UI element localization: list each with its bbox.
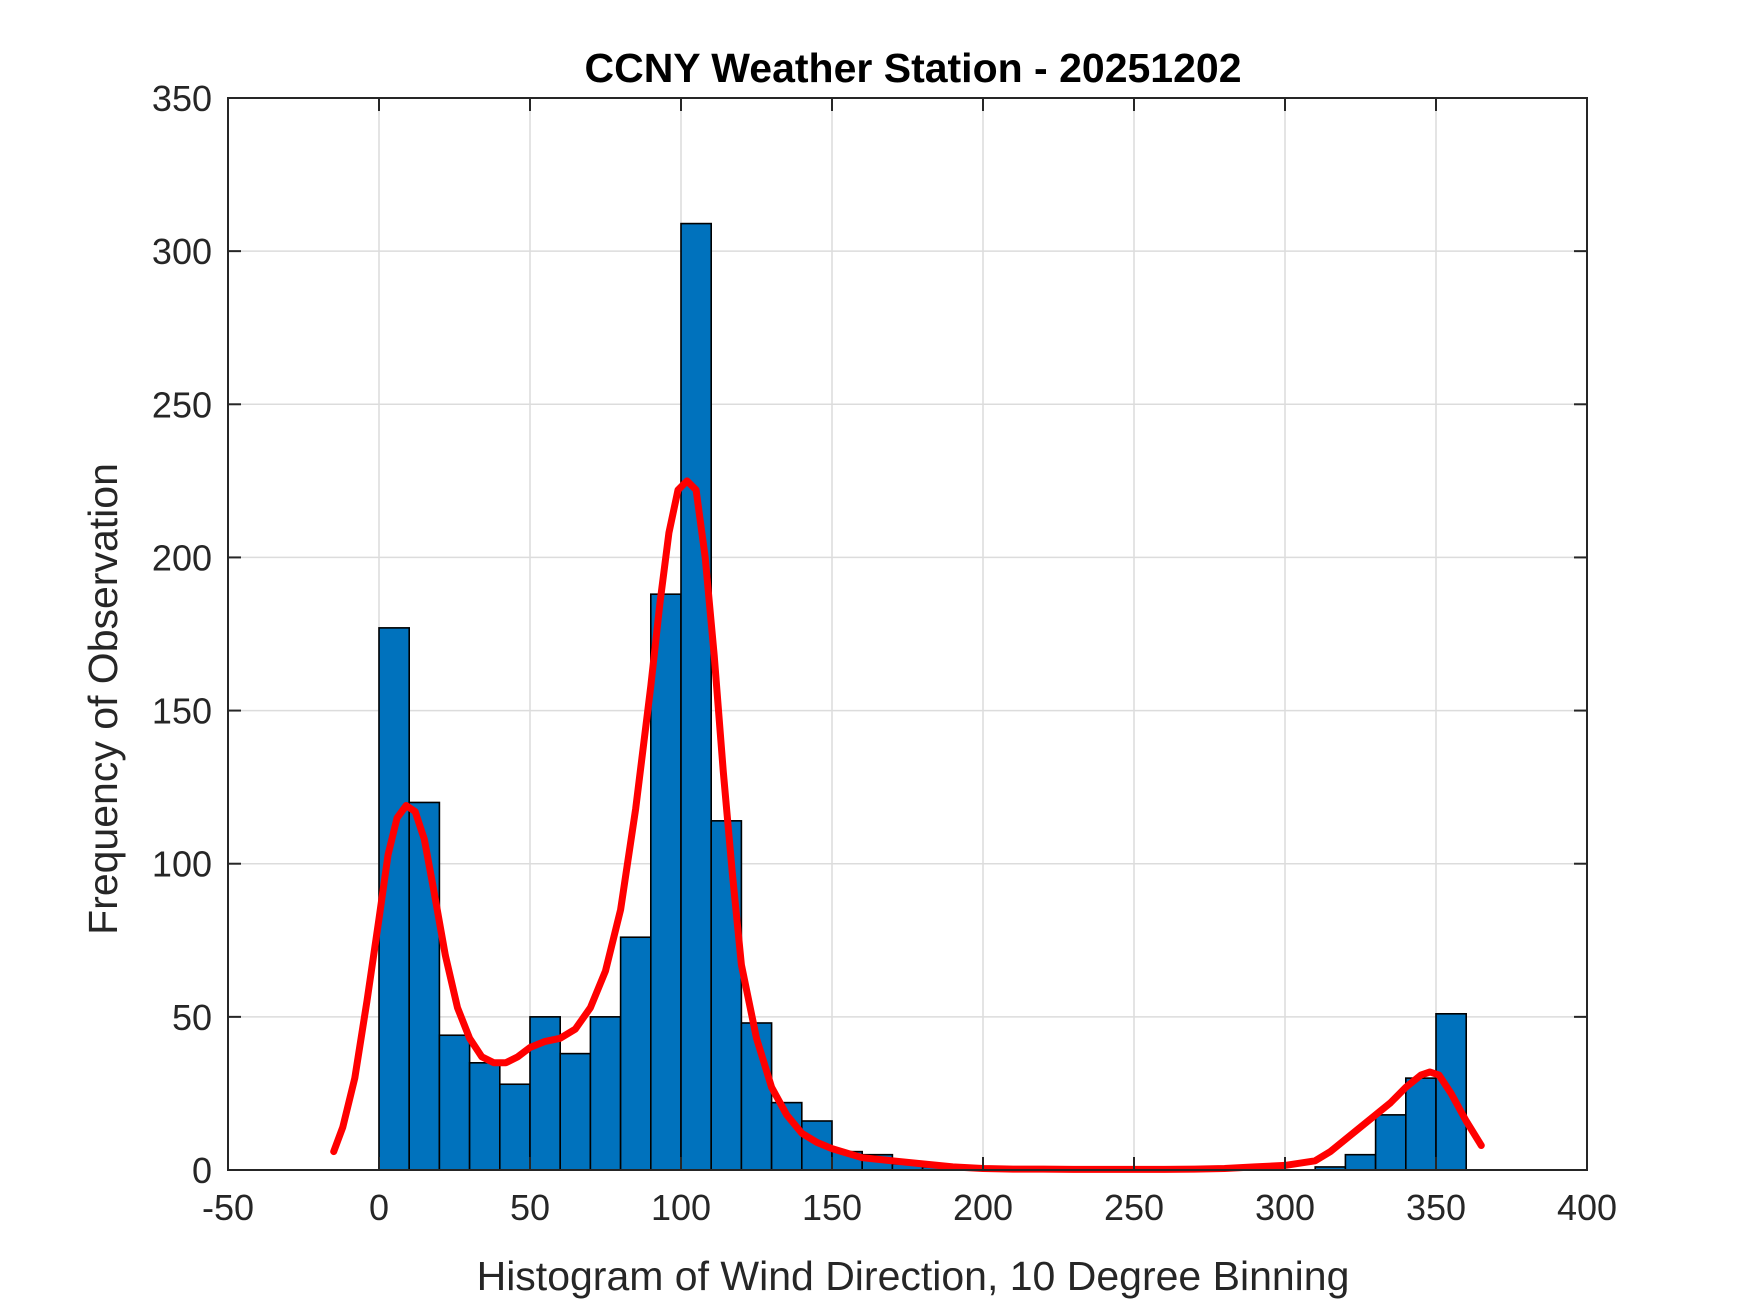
x-tick-label: -50 <box>202 1187 254 1228</box>
y-tick-label: 150 <box>152 691 212 732</box>
histogram-bar <box>649 593 682 1171</box>
density-fit-line <box>330 477 1485 1173</box>
y-tick-label: 300 <box>152 231 212 272</box>
histogram-bar <box>680 222 713 1171</box>
x-tick-label: 300 <box>1255 1187 1315 1228</box>
histogram-bar <box>438 1034 471 1171</box>
y-tick-label: 200 <box>152 537 212 578</box>
histogram-bar <box>468 1062 501 1171</box>
histogram-bar <box>498 1083 531 1171</box>
histogram-bar <box>1405 1077 1437 1171</box>
y-tick-label: 50 <box>172 997 212 1038</box>
x-tick-labels: -50 0 50 100 150 200 250 300 350 400 <box>202 1187 1617 1228</box>
histogram-bar <box>710 820 743 1171</box>
histogram-bar <box>408 801 441 1171</box>
ticks-layer <box>227 97 1588 1171</box>
x-tick-label: 250 <box>1104 1187 1164 1228</box>
chart-title: CCNY Weather Station - 20251202 <box>584 45 1241 91</box>
y-axis-label: Frequency of Observation <box>80 463 126 935</box>
x-tick-label: 350 <box>1406 1187 1466 1228</box>
y-tick-label: 250 <box>152 384 212 425</box>
y-tick-labels: 0 50 100 150 200 250 300 350 <box>152 78 212 1191</box>
grid-layer <box>228 98 1587 1170</box>
x-tick-label: 100 <box>651 1187 711 1228</box>
x-axis-label: Histogram of Wind Direction, 10 Degree B… <box>477 1253 1350 1299</box>
histogram-bar <box>1374 1114 1407 1171</box>
x-tick-label: 200 <box>953 1187 1013 1228</box>
plot-area-frame <box>227 97 1588 1171</box>
y-tick-label: 350 <box>152 78 212 119</box>
histogram-bar <box>619 936 652 1171</box>
y-tick-label: 0 <box>192 1150 212 1191</box>
histogram-bar <box>589 1016 622 1171</box>
y-tick-label: 100 <box>152 844 212 885</box>
histogram-bar <box>559 1052 592 1171</box>
x-tick-label: 50 <box>510 1187 550 1228</box>
x-tick-label: 400 <box>1557 1187 1617 1228</box>
x-tick-label: 0 <box>369 1187 389 1228</box>
histogram-bar <box>1344 1153 1377 1171</box>
x-tick-label: 150 <box>802 1187 862 1228</box>
fit-line-layer <box>330 477 1485 1173</box>
